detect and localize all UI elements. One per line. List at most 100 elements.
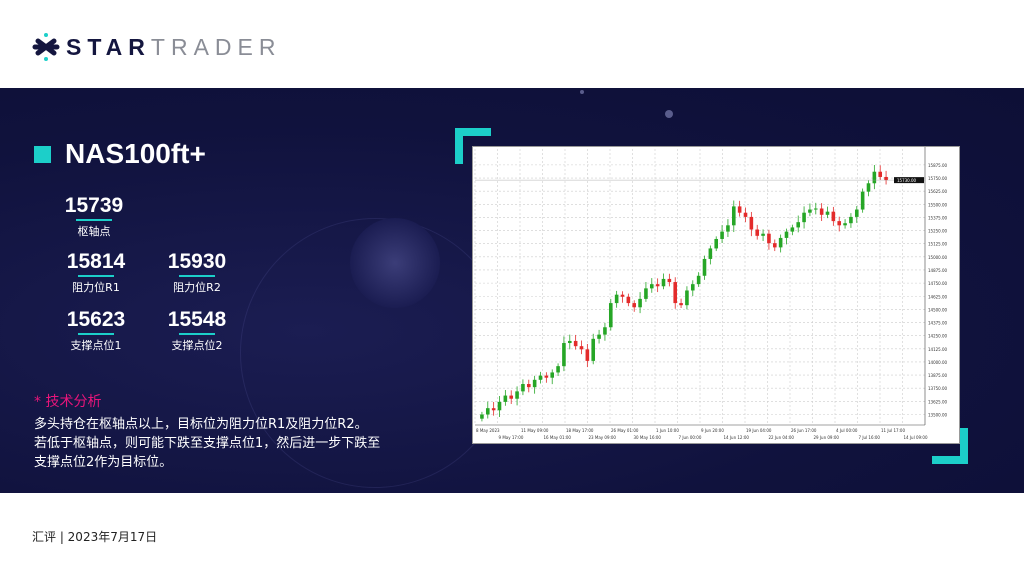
instrument-title: NAS100ft+ [34,138,206,170]
candle-body [802,212,806,223]
candle-body [667,278,672,283]
candle-body [661,278,666,287]
last-price-label: 15730.00 [897,178,917,183]
candle-body [649,284,654,289]
x-tick-label: 23 May 09:00 [589,435,617,440]
candle-body [749,216,754,230]
candle-body [866,183,871,192]
y-tick-label: 15125.00 [928,242,948,247]
x-tick-label: 11 Jul 17:00 [881,428,905,433]
candle-body [515,391,519,399]
decorative-dot [665,110,673,118]
candle-body [685,290,689,306]
y-tick-label: 13875.00 [928,373,948,378]
y-tick-label: 13625.00 [928,399,948,404]
candle-body [702,258,707,276]
price-chart: 13500.00 13625.00 13750.00 13875.00 14000.00… [472,146,960,444]
startrader-logo: STARTRADER [32,33,281,61]
level-label: 阻力位R1 [72,281,120,294]
candle-body [491,408,496,411]
candle-body [854,209,859,217]
candle-body [497,401,502,411]
star-logo-icon [32,33,60,61]
decorative-dot [580,90,584,94]
candle-body [884,176,888,181]
candle-body [532,379,537,388]
y-tick-label: 14625.00 [928,294,948,299]
x-tick-label: 26 Jun 17:00 [791,428,817,433]
candle-body [813,208,818,210]
candle-body [632,303,637,308]
candle-body [872,171,877,184]
y-tick-label: 14125.00 [928,347,948,352]
candle-body [562,343,566,367]
x-tick-label: 7 Jul 16:00 [859,435,881,440]
y-tick-label: 15750.00 [928,176,948,181]
y-tick-label: 14375.00 [928,321,948,326]
candle-body [626,296,631,304]
candle-body [761,233,765,236]
content-panel: NAS100ft+ 15739 枢轴点 15814 阻力位R1 15930 阻力位R2… [0,88,1024,493]
x-tick-label: 14 Jul 09:00 [904,435,928,440]
x-tick-label: 30 May 16:00 [634,435,662,440]
level-label: 阻力位R2 [173,281,221,294]
candle-body [509,395,514,399]
y-tick-label: 15250.00 [928,229,948,234]
level-label: 支撑点位2 [171,339,223,352]
candle-body [591,338,596,361]
candle-body [550,372,555,378]
logo-text-star: STAR [66,33,151,60]
x-tick-label: 1 Jun 10:00 [656,428,679,433]
footer-date: 汇评 | 2023年7月17日 [32,530,158,544]
level-value: 15739 [64,194,124,217]
analysis-line: 多头持仓在枢轴点以上，目标位为阻力位R1及阻力位R2。 [34,417,368,432]
instrument-name: NAS100ft+ [65,138,206,169]
candle-body [755,229,760,236]
y-tick-label: 13750.00 [928,386,948,391]
candle-body [720,231,724,239]
y-tick-label: 14750.00 [928,281,948,286]
x-tick-label: 22 Jun 04:00 [769,435,795,440]
y-tick-label: 14000.00 [928,360,948,365]
corner-bracket-bottom-right [932,428,968,464]
y-tick-label: 13500.00 [928,412,948,417]
x-tick-label: 7 Jun 00:00 [679,435,702,440]
candle-body [526,384,531,388]
candle-body [579,346,584,350]
candle-body [860,191,865,210]
r2-level: 15930 阻力位R2 [147,250,247,295]
y-tick-label: 14500.00 [928,307,948,312]
candle-body [690,284,695,291]
candle-body [819,208,824,215]
technical-analysis: * 技术分析 多头持仓在枢轴点以上，目标位为阻力位R1及阻力位R2。 若低于枢轴… [34,391,434,472]
s2-level: 15548 支撑点位2 [147,308,247,353]
candle-body [708,248,713,259]
y-tick-label: 14875.00 [928,268,948,273]
candle-body [603,327,607,335]
candle-body [825,211,830,215]
x-tick-label: 11 May 09:00 [521,428,549,433]
candle-body [644,288,648,299]
corner-bracket-top-left [455,128,491,164]
candle-body [538,375,543,380]
level-value: 15623 [66,308,126,331]
candle-body [679,303,683,306]
candle-body [480,414,484,419]
candle-body [503,395,508,402]
level-value: 15930 [167,250,227,273]
candle-body [567,340,572,344]
pivot-level: 15739 枢轴点 [44,194,144,239]
level-value: 15814 [66,250,126,273]
candle-body [743,212,748,217]
candle-body [585,349,590,361]
y-tick-label: 14250.00 [928,334,948,339]
x-tick-label: 16 May 01:00 [544,435,572,440]
candle-body [556,366,560,373]
analysis-line: 若低于枢轴点，则可能下跌至支撑点位1，然后进一步下跌至 [34,436,381,451]
y-tick-label: 15000.00 [928,255,948,260]
candle-body [544,375,549,378]
s1-level: 15623 支撑点位1 [46,308,146,353]
x-tick-label: 18 May 17:00 [566,428,594,433]
candle-body [573,340,578,347]
x-tick-label: 29 Jun 09:00 [814,435,840,440]
